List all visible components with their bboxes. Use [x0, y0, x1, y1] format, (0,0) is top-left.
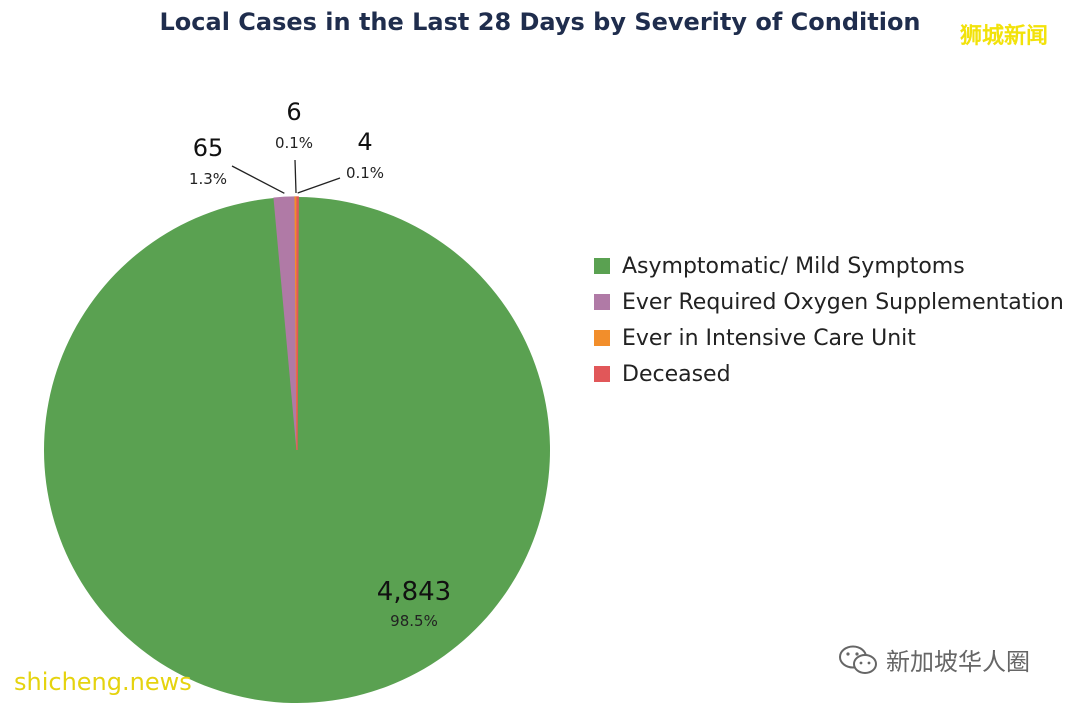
legend-item-asymptomatic: Asymptomatic/ Mild Symptoms	[594, 248, 1064, 284]
leader-line-icu	[294, 159, 297, 194]
legend: Asymptomatic/ Mild Symptoms Ever Require…	[594, 248, 1064, 392]
legend-label-icu: Ever in Intensive Care Unit	[622, 325, 916, 351]
watermark-top-right: 狮城新闻	[960, 24, 1049, 49]
legend-swatch-deceased	[594, 366, 610, 382]
value-label-asymptomatic: 4,843	[377, 577, 451, 607]
legend-label-oxygen: Ever Required Oxygen Supplementation	[622, 289, 1064, 315]
percent-label-icu: 0.1%	[275, 134, 313, 152]
watermark-bottom-left: shicheng.news	[14, 668, 192, 696]
watermark-wechat: 新加坡华人圈	[838, 642, 1030, 677]
leader-line-oxygen	[231, 165, 285, 194]
legend-swatch-oxygen	[594, 294, 610, 310]
legend-swatch-asymptomatic	[594, 258, 610, 274]
slice-deceased	[296, 196, 299, 451]
legend-label-asymptomatic: Asymptomatic/ Mild Symptoms	[622, 253, 965, 279]
legend-swatch-icu	[594, 330, 610, 346]
percent-label-deceased: 0.1%	[346, 164, 384, 182]
leader-line-deceased	[297, 177, 341, 194]
value-label-oxygen: 65	[193, 134, 224, 162]
value-label-icu: 6	[286, 98, 301, 126]
legend-item-oxygen: Ever Required Oxygen Supplementation	[594, 284, 1064, 320]
value-label-deceased: 4	[357, 128, 372, 156]
percent-label-oxygen: 1.3%	[189, 170, 227, 188]
watermark-wechat-text: 新加坡华人圈	[886, 648, 1030, 676]
legend-label-deceased: Deceased	[622, 361, 731, 387]
chart-title: Local Cases in the Last 28 Days by Sever…	[159, 8, 921, 36]
wechat-icon	[839, 645, 877, 674]
percent-label-asymptomatic: 98.5%	[390, 612, 438, 630]
legend-item-deceased: Deceased	[594, 356, 1064, 392]
legend-item-icu: Ever in Intensive Care Unit	[594, 320, 1064, 356]
